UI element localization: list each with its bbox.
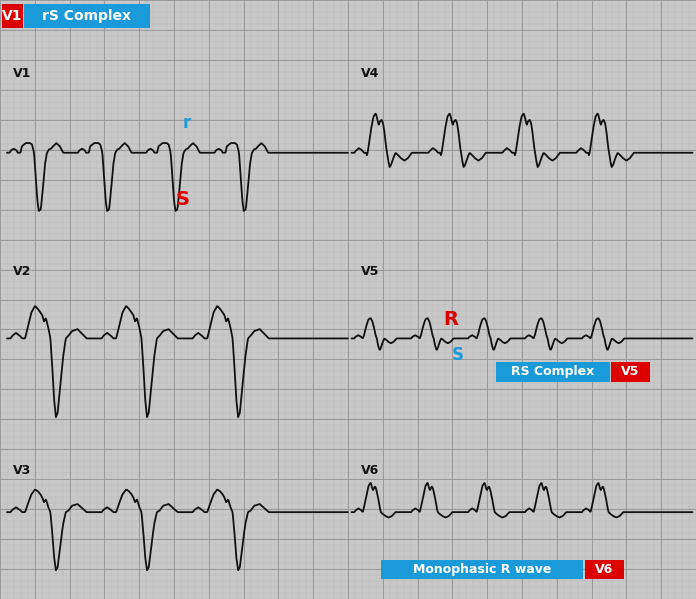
Text: V3: V3 bbox=[13, 464, 31, 477]
Text: RS Complex: RS Complex bbox=[512, 365, 594, 379]
Text: S: S bbox=[175, 190, 189, 209]
Text: S: S bbox=[452, 346, 464, 364]
Text: V4: V4 bbox=[361, 66, 379, 80]
Text: V1: V1 bbox=[13, 66, 31, 80]
Text: V6: V6 bbox=[595, 563, 613, 576]
Text: R: R bbox=[443, 310, 459, 329]
FancyBboxPatch shape bbox=[585, 560, 624, 579]
FancyBboxPatch shape bbox=[611, 362, 650, 382]
FancyBboxPatch shape bbox=[381, 560, 583, 579]
FancyBboxPatch shape bbox=[496, 362, 610, 382]
Text: r: r bbox=[182, 114, 191, 132]
FancyBboxPatch shape bbox=[2, 4, 23, 28]
Text: Monophasic R wave: Monophasic R wave bbox=[413, 563, 551, 576]
Text: V5: V5 bbox=[361, 265, 379, 279]
Text: V1: V1 bbox=[2, 9, 23, 23]
Text: V5: V5 bbox=[622, 365, 640, 379]
Text: V6: V6 bbox=[361, 464, 379, 477]
Text: V2: V2 bbox=[13, 265, 31, 279]
FancyBboxPatch shape bbox=[24, 4, 150, 28]
Text: rS Complex: rS Complex bbox=[42, 9, 132, 23]
